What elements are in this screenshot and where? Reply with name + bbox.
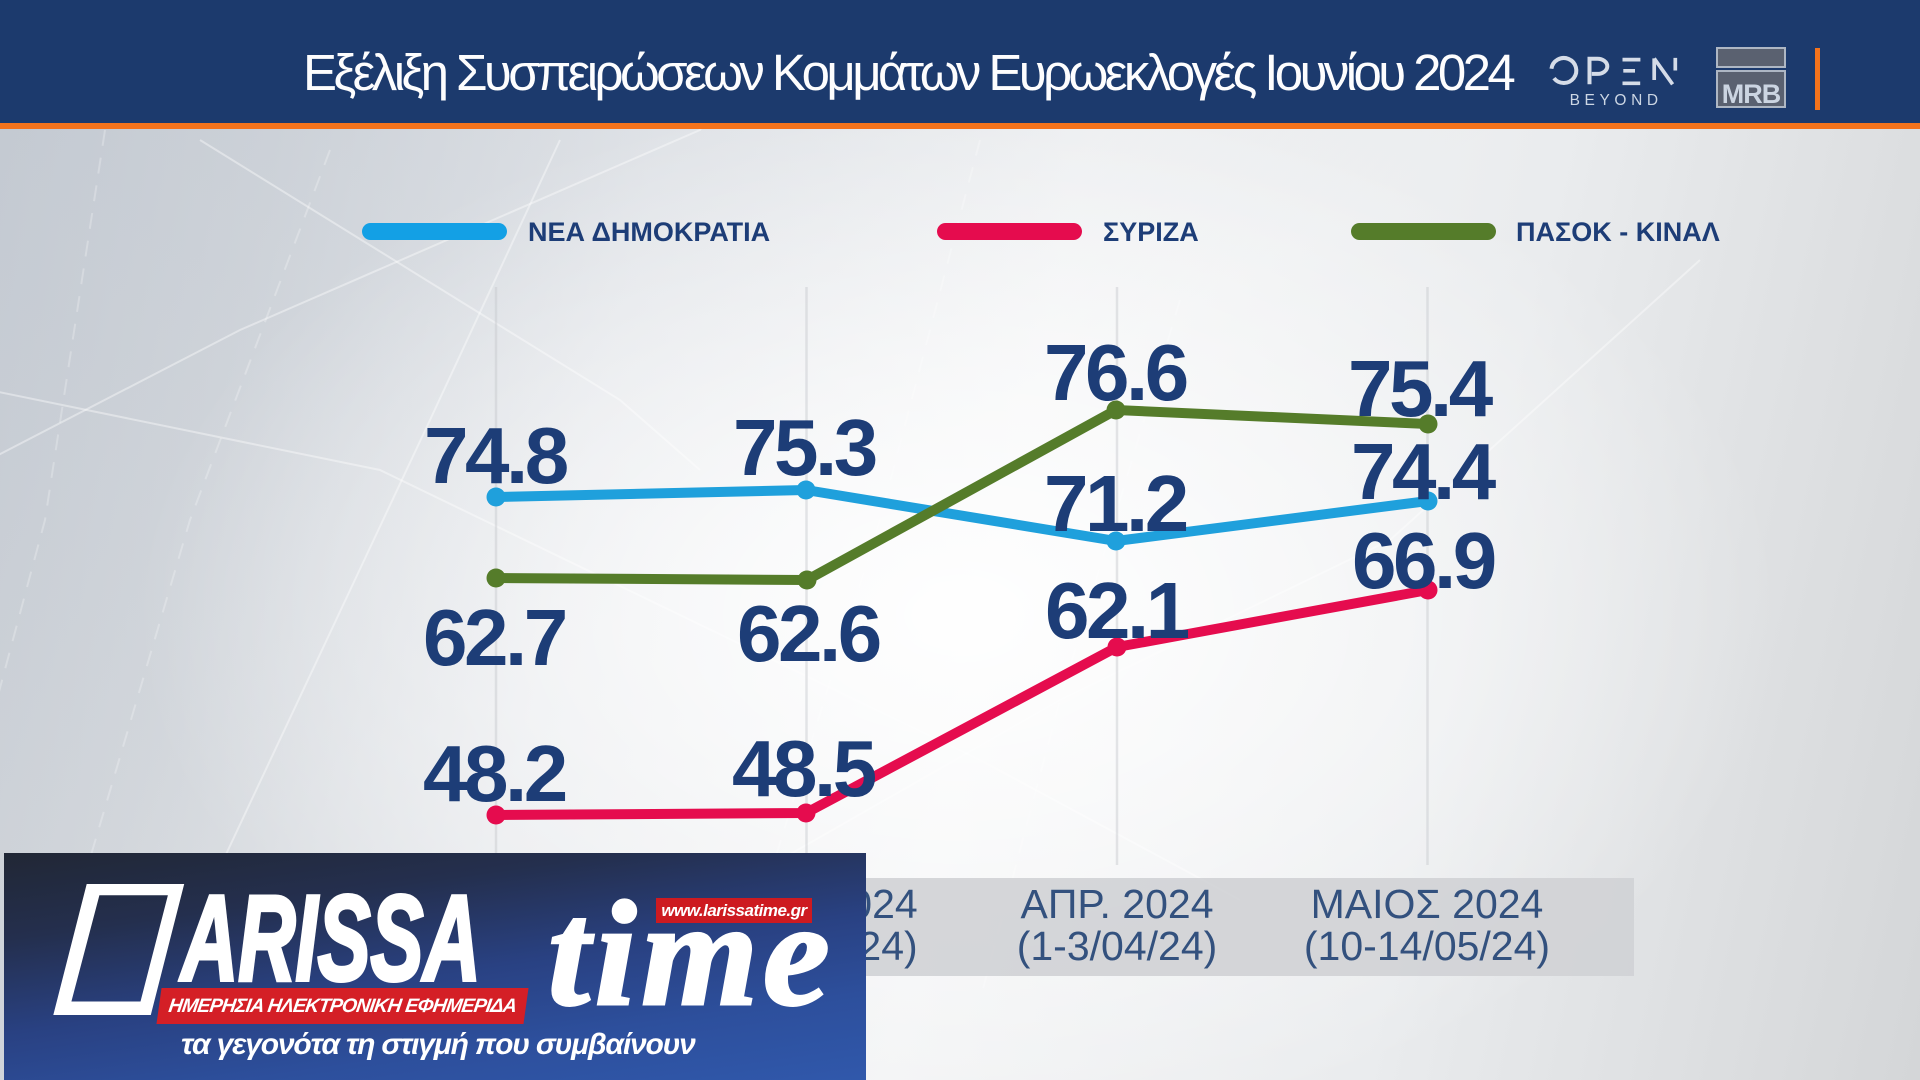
svg-text:BEYOND: BEYOND [1570,92,1663,109]
